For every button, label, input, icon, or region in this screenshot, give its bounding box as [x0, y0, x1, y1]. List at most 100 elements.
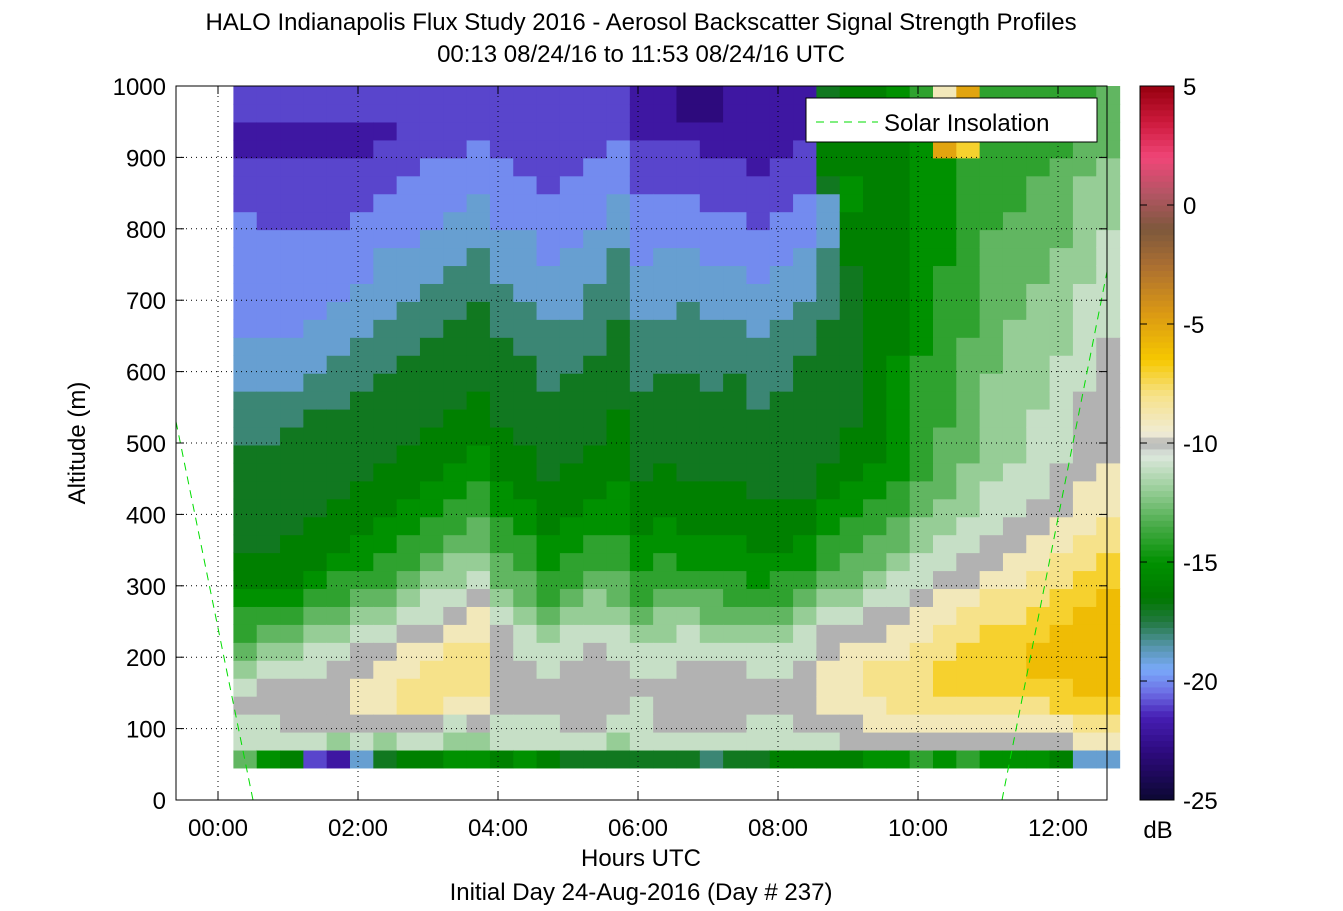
heatmap-cell [256, 731, 281, 751]
heatmap-cell [443, 229, 468, 249]
colorbar-tick-label: -5 [1183, 312, 1204, 339]
colorbar-segment [1140, 139, 1174, 146]
colorbar-segment [1140, 722, 1174, 730]
heatmap-cell [746, 139, 771, 159]
heatmap-cell [489, 749, 514, 769]
heatmap-cell [933, 175, 957, 195]
heatmap-cell [723, 175, 748, 195]
heatmap-cell [816, 534, 841, 554]
colorbar-segment [1140, 294, 1174, 301]
heatmap-cell [1049, 265, 1074, 284]
heatmap-cell [536, 588, 561, 607]
heatmap-cell [746, 247, 771, 267]
heatmap-cell [443, 265, 468, 284]
heatmap-cell [839, 534, 864, 554]
heatmap-cell [489, 516, 514, 536]
heatmap-cell [443, 157, 468, 177]
heatmap-cell [1096, 283, 1121, 302]
heatmap-cell [606, 552, 631, 572]
heatmap-cell [233, 552, 258, 572]
heatmap-cell [466, 749, 491, 769]
heatmap-cell [956, 480, 981, 500]
heatmap-cell [746, 283, 771, 302]
heatmap-cell [280, 121, 304, 141]
heatmap-cell [769, 247, 794, 267]
heatmap-cell [793, 624, 817, 643]
heatmap-cell [466, 319, 491, 338]
heatmap-cell [676, 193, 701, 213]
heatmap-cell [606, 247, 631, 267]
heatmap-cell [1026, 211, 1051, 231]
heatmap-cell [723, 444, 748, 464]
heatmap-cell [373, 408, 398, 428]
heatmap-cell [909, 265, 934, 284]
colorbar-segment [1140, 633, 1174, 640]
heatmap-cell [933, 408, 957, 428]
heatmap-cell [326, 193, 351, 213]
heatmap-cell [816, 301, 841, 320]
colorbar-segment [1140, 686, 1174, 694]
heatmap-cell [606, 86, 631, 105]
heatmap-cell [1096, 642, 1121, 661]
heatmap-cell [466, 624, 491, 643]
legend-box [805, 97, 1098, 143]
heatmap-cell [699, 175, 724, 195]
heatmap-cell [256, 660, 281, 679]
heatmap-cell [303, 193, 328, 213]
heatmap-cell [280, 391, 304, 410]
heatmap-cell [419, 103, 444, 123]
heatmap-cell [280, 660, 304, 679]
heatmap-cell [816, 696, 841, 715]
heatmap-cell [606, 121, 631, 141]
heatmap-cell [653, 265, 678, 284]
heatmap-cell [746, 157, 771, 177]
heatmap-cell [280, 624, 304, 643]
heatmap-cell [326, 570, 351, 590]
heatmap-cell [233, 534, 258, 554]
colorbar-segment [1140, 109, 1174, 117]
heatmap-cell [326, 121, 351, 141]
heatmap-cell [723, 714, 748, 733]
heatmap-cell [746, 714, 771, 733]
heatmap-cell [280, 265, 304, 284]
heatmap-cell [629, 103, 654, 123]
heatmap-cell [443, 301, 468, 320]
heatmap-cell [326, 480, 351, 500]
heatmap-cell [1002, 588, 1027, 607]
colorbar-segment [1140, 413, 1174, 420]
heatmap-cell [769, 283, 794, 302]
heatmap-cell [699, 265, 724, 284]
heatmap-cell [956, 408, 981, 428]
heatmap-cell [863, 534, 887, 554]
x-axis-label: Hours UTC [581, 845, 701, 872]
heatmap-cell [746, 516, 771, 536]
heatmap-cell [443, 749, 468, 769]
heatmap-cell [723, 749, 748, 769]
heatmap-cell [280, 86, 304, 105]
heatmap-cell [280, 301, 304, 320]
heatmap-cell [653, 86, 678, 105]
heatmap-cell [1096, 139, 1121, 159]
heatmap-cell [979, 265, 1004, 284]
heatmap-cell [536, 480, 561, 500]
heatmap-cell [373, 211, 398, 231]
heatmap-cell [326, 139, 351, 159]
colorbar-segment [1140, 728, 1174, 736]
heatmap-cell [606, 624, 631, 643]
heatmap-cell [676, 678, 701, 697]
heatmap-cell [909, 516, 934, 536]
heatmap-cell [1096, 121, 1121, 141]
heatmap-cell [839, 247, 864, 267]
heatmap-cell [303, 373, 328, 392]
heatmap-cell [1049, 157, 1074, 177]
y-tick-label: 900 [126, 145, 166, 172]
heatmap-cell [933, 552, 957, 572]
heatmap-cell [793, 391, 817, 410]
heatmap-cell [793, 229, 817, 249]
heatmap-cell [933, 660, 957, 679]
heatmap-cell [746, 444, 771, 464]
heatmap-cell [676, 731, 701, 751]
heatmap-cell [513, 731, 538, 751]
heatmap-cell [956, 696, 981, 715]
heatmap-cell [419, 498, 444, 518]
